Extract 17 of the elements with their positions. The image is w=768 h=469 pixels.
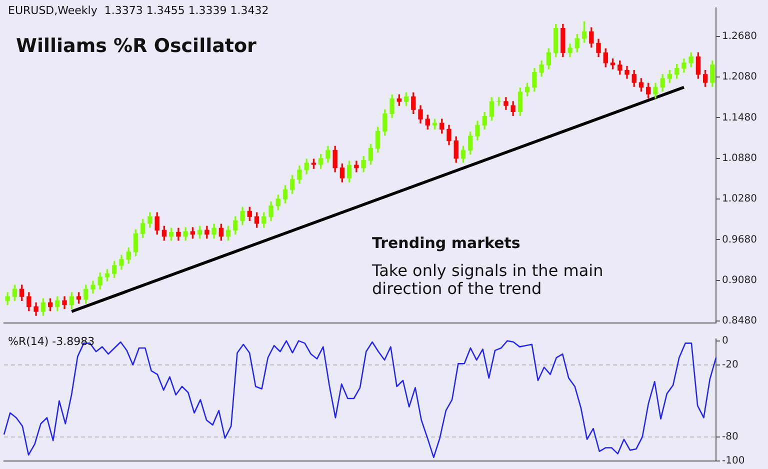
- y-tick-label: 0: [722, 335, 728, 346]
- y-tick-label: 0.8480: [722, 316, 757, 327]
- chart-title: EURUSD,Weekly 1.3373 1.3455 1.3339 1.3432: [8, 4, 269, 17]
- annotation: Take only signals in the main direction of the trend: [371, 261, 604, 298]
- y-tick-label: -80: [722, 432, 738, 443]
- y-tick-label: -20: [722, 359, 738, 370]
- y-tick-label: -100: [722, 456, 745, 467]
- y-tick-label: 0.9680: [722, 234, 757, 246]
- y-tick-label: 1.2080: [722, 72, 757, 83]
- y-tick-label: 1.0880: [722, 152, 757, 164]
- y-tick-label: 1.0280: [722, 194, 757, 205]
- y-tick-label: 1.1480: [722, 112, 757, 124]
- text: Williams %R Oscillator: [16, 35, 258, 57]
- chart-title: %R(14) -3.8983: [8, 335, 95, 348]
- y-tick-label: 0.9080: [722, 274, 757, 286]
- y-tick-label: 1.2680: [722, 31, 757, 42]
- annotation: Trending markets: [372, 234, 520, 252]
